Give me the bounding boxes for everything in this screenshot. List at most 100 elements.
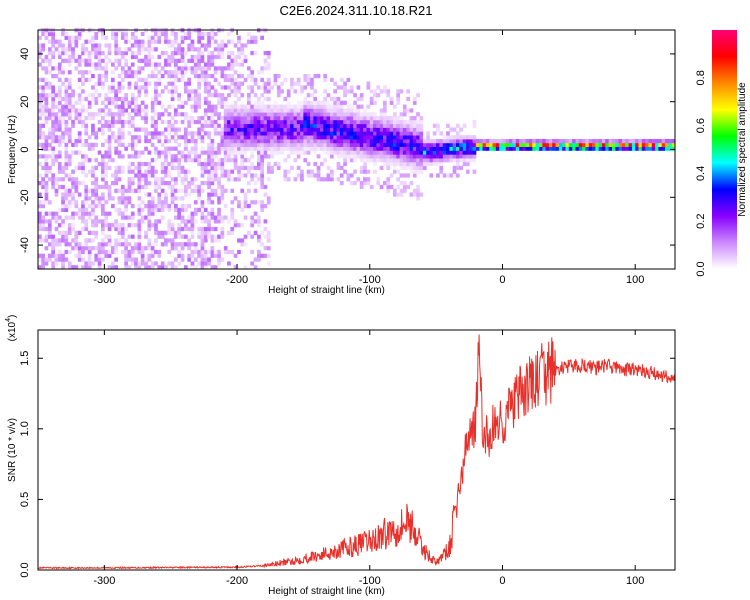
spectrogram-cell <box>446 173 450 178</box>
spectrogram-cell <box>369 131 374 136</box>
spectrogram-cell <box>74 112 79 117</box>
spectrogram-cell <box>442 135 447 140</box>
spectrogram-cell <box>429 158 434 163</box>
spectrogram-cell <box>376 150 381 155</box>
spectrogram-cell <box>240 158 245 163</box>
spectrogram-cell <box>290 81 294 86</box>
spectrogram-cell <box>38 112 42 117</box>
spectrogram-cell <box>117 119 122 125</box>
spectrogram-cell <box>217 66 221 71</box>
spectrogram-cell <box>300 85 304 90</box>
spectrogram-cell <box>230 89 235 94</box>
spectrogram-cell <box>207 154 211 159</box>
spectrogram-cell <box>81 246 85 251</box>
spectrogram-cell <box>462 123 467 128</box>
spectrogram-cell <box>330 169 334 174</box>
spectrogram-cell <box>373 150 377 155</box>
spectrogram-cell <box>260 131 264 136</box>
spectrogram-cell <box>174 165 178 170</box>
spectrogram-cell <box>150 123 155 128</box>
spectrogram-cell <box>412 116 417 121</box>
spectrogram-cell <box>154 230 158 235</box>
spectrogram-cell <box>91 142 95 147</box>
spectrogram-cell <box>137 161 142 167</box>
spectrogram-cell <box>522 146 527 151</box>
spectrogram-cell <box>409 116 414 121</box>
spectrogram-cell <box>661 142 666 147</box>
spectrogram-cell <box>330 177 334 182</box>
spectrogram-cell <box>479 146 483 151</box>
spectrogram-cell <box>353 127 357 132</box>
spectrogram-cell <box>144 89 148 94</box>
spectrogram-cell <box>449 154 454 159</box>
spectrogram-cell <box>120 77 125 82</box>
spectrogram-cell <box>462 154 467 159</box>
spectrogram-cell <box>81 211 85 216</box>
spectrogram-cell <box>263 58 268 63</box>
spectrogram-cell <box>64 257 69 262</box>
spectrogram-cell <box>485 142 490 147</box>
spectrogram-cell <box>339 181 344 186</box>
spectrogram-cell <box>91 131 95 136</box>
spectrogram-cell <box>356 131 361 136</box>
spectrogram-cell <box>184 81 188 86</box>
spectrogram-cell <box>81 169 85 174</box>
spectrogram-cell <box>67 158 72 163</box>
spectrogram-cell <box>336 139 341 144</box>
spectrogram-cell <box>396 123 400 128</box>
spectrogram-cell <box>243 242 248 247</box>
spectrogram-cell <box>240 119 245 125</box>
spectrogram-cell <box>51 150 55 155</box>
spectrogram-cell <box>349 146 354 151</box>
spectrogram-cell <box>170 230 175 235</box>
spectrogram-cell <box>217 196 221 201</box>
spectrogram-cell <box>210 104 215 109</box>
spectrogram-cell <box>124 108 128 113</box>
spectrogram-cell <box>114 246 118 251</box>
spectrogram-cell <box>628 139 633 144</box>
spectrogram-cell <box>170 192 175 197</box>
spectrogram-cell <box>107 108 112 113</box>
spectrogram-cell <box>140 100 145 105</box>
spectrogram-cell <box>140 161 145 167</box>
spectrogram-cell <box>386 177 391 182</box>
spectrogram-cell <box>61 135 65 140</box>
spectrogram-cell <box>144 135 148 140</box>
spectrogram-cell <box>266 81 271 86</box>
spectrogram-cell <box>247 108 251 113</box>
spectrogram-cell <box>326 165 331 170</box>
spectrogram-cell <box>177 226 181 232</box>
spectrogram-cell <box>213 173 218 178</box>
spectrogram-cell <box>366 131 371 136</box>
spectrogram-cell <box>160 234 165 239</box>
spectrogram-cell <box>117 74 122 79</box>
spectrogram-x-tick-label: 0 <box>499 274 505 286</box>
spectrogram-cell <box>160 261 165 266</box>
spectrogram-cell <box>164 173 168 178</box>
spectrogram-cell <box>668 146 673 151</box>
spectrogram-cell <box>107 165 112 170</box>
spectrogram-cell <box>157 62 162 67</box>
spectrogram-cell <box>91 238 95 243</box>
spectrogram-cell <box>293 89 298 94</box>
spectrogram-cell <box>339 127 344 132</box>
spectrogram-cell <box>203 238 208 243</box>
spectrogram-cell <box>150 249 155 255</box>
spectrogram-cell <box>389 127 394 132</box>
spectrogram-cell <box>137 242 142 247</box>
spectrogram-cell <box>442 146 447 151</box>
spectrogram-cell <box>247 123 251 128</box>
spectrogram-cell <box>253 127 258 132</box>
spectrogram-cell <box>422 142 427 147</box>
spectrogram-cell <box>154 96 158 102</box>
spectrogram-cell <box>94 54 99 60</box>
spectrogram-cell <box>233 81 238 86</box>
spectrogram-cell <box>393 188 397 193</box>
spectrogram-cell <box>223 96 228 102</box>
spectrogram-cell <box>469 146 473 151</box>
spectrogram-cell <box>41 226 45 232</box>
spectrogram-cell <box>157 35 162 40</box>
spectrogram-cell <box>101 142 105 147</box>
spectrogram-cell <box>77 112 82 117</box>
spectrogram-cell <box>190 104 195 109</box>
